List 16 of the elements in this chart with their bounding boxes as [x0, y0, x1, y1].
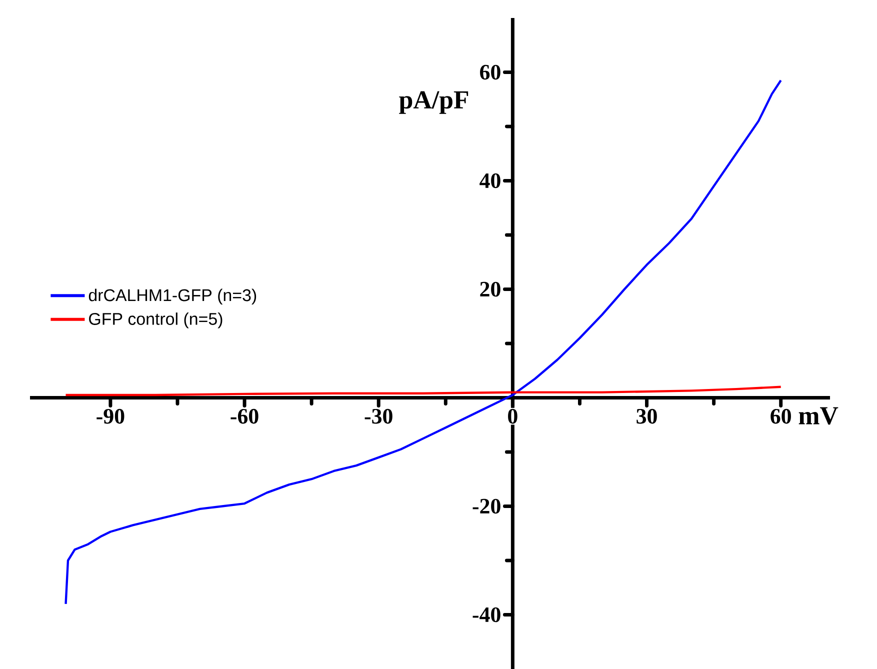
x-tick-label: 30	[636, 408, 657, 424]
y-tick-label: 20	[480, 282, 500, 297]
legend-label: GFP control (n=5)	[89, 312, 222, 328]
x-tick-label: -30	[364, 408, 392, 424]
y-tick-label: -40	[472, 607, 500, 622]
line-series	[64, 386, 782, 396]
x-tick-label: 60	[770, 408, 791, 424]
y-tick-label: 60	[480, 64, 500, 80]
x-tick-label: -60	[230, 408, 258, 424]
y-tick-label: 40	[480, 173, 500, 188]
x-tick-label: 0	[508, 408, 518, 424]
legend-label: drCALHM1-GFP (n=3)	[88, 288, 256, 305]
x-axis-title: mV	[798, 407, 838, 425]
y-axis-title: pA/pF	[399, 91, 468, 114]
x-tick-label: -90	[96, 408, 124, 424]
y-tick-label: -20	[472, 498, 500, 514]
